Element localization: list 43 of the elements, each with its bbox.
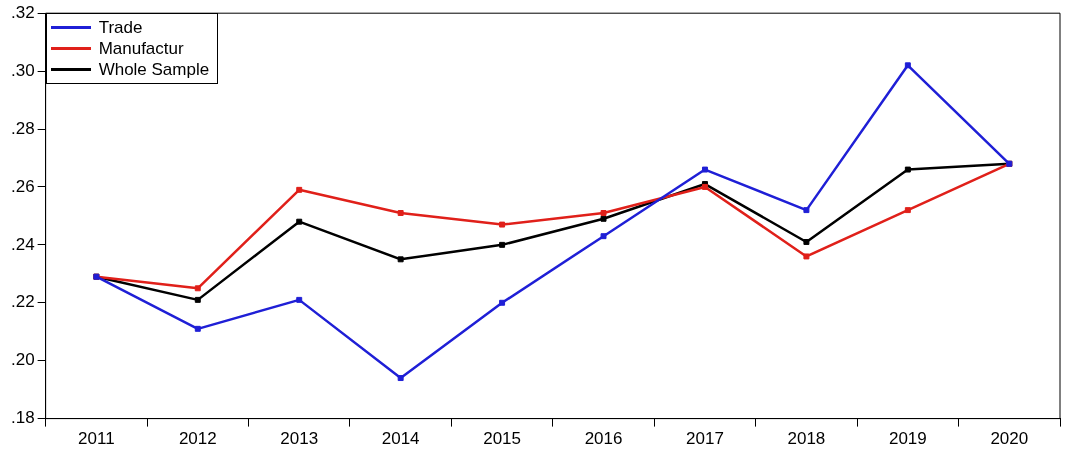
x-tick-label: 2019 <box>888 429 927 449</box>
x-tick-label: 2013 <box>280 429 319 449</box>
point <box>499 221 506 228</box>
point <box>296 186 303 193</box>
point <box>904 207 911 214</box>
point <box>296 296 303 303</box>
point <box>296 218 303 225</box>
point <box>600 215 607 222</box>
x-tick-label: 2016 <box>584 429 623 449</box>
x-tick-label: 2011 <box>78 429 115 449</box>
y-tick-label: .20 <box>10 350 35 370</box>
point <box>499 241 506 248</box>
point <box>397 375 404 382</box>
point <box>194 285 201 292</box>
legend-label: Trade <box>98 17 143 39</box>
point <box>803 207 810 214</box>
point <box>397 256 404 263</box>
x-tick-label: 2014 <box>381 429 420 449</box>
point <box>499 299 506 306</box>
point <box>904 166 911 173</box>
y-tick-label: .30 <box>10 60 35 80</box>
y-tick-label: .26 <box>10 176 35 196</box>
point <box>194 325 201 332</box>
y-tick-label: .24 <box>10 234 35 254</box>
x-tick-label: 2012 <box>178 429 217 449</box>
y-tick-label: .32 <box>10 2 35 22</box>
x-tick-label: 2018 <box>787 429 826 449</box>
point <box>803 238 810 245</box>
point <box>600 233 607 240</box>
x-tick-label: 2020 <box>990 429 1029 449</box>
y-tick-label: .18 <box>10 408 35 428</box>
legend-label: Whole Sample <box>98 59 210 81</box>
point <box>194 296 201 303</box>
y-tick-label: .28 <box>10 118 35 138</box>
legend-label: Manufactur <box>98 38 184 60</box>
x-tick-label: 2015 <box>483 429 522 449</box>
x-tick-label: 2017 <box>686 429 724 449</box>
point <box>600 210 607 216</box>
point <box>803 253 810 260</box>
point <box>397 210 404 216</box>
point <box>702 166 708 173</box>
y-tick-label: .22 <box>10 292 35 312</box>
point <box>904 62 911 69</box>
